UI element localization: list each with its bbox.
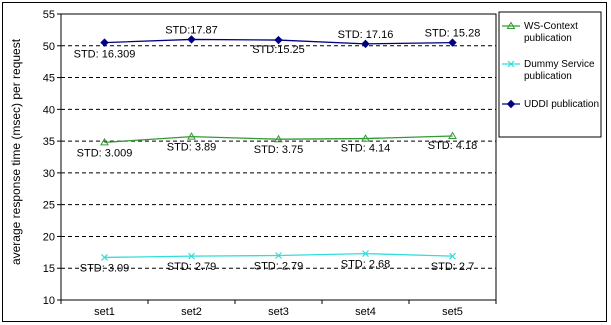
x-marker xyxy=(101,253,108,261)
legend-label: UDDI publication xyxy=(524,99,599,110)
std-annotation: STD: 2.7 xyxy=(431,261,474,273)
line-chart: 10 15 20 25 30 35 40 45 50 55 set1 set2 set3 set4 set5… xyxy=(9,9,602,318)
y-tick-label: 15 xyxy=(43,263,55,275)
x-tick-label: set3 xyxy=(268,306,289,318)
std-annotation: STD: 3.009 xyxy=(77,147,133,159)
diamond-marker xyxy=(448,38,457,47)
diamond-marker xyxy=(100,38,109,47)
y-tick-label: 45 xyxy=(43,73,55,85)
y-tick-label: 10 xyxy=(43,295,55,307)
x-marker xyxy=(507,60,515,68)
y-axis-title: average response time (msec) per request xyxy=(9,38,23,265)
x-tick-label: set4 xyxy=(355,306,376,318)
std-annotation: STD:15.25 xyxy=(252,44,305,56)
y-tick-label: 30 xyxy=(43,168,55,180)
std-annotation: STD: 4.14 xyxy=(341,143,391,155)
std-annotation: STD: 3.75 xyxy=(254,144,304,156)
std-annotation: STD: 17.16 xyxy=(338,29,394,41)
std-annotation: STD: 3.89 xyxy=(167,142,217,154)
x-marker xyxy=(188,252,195,260)
diamond-marker xyxy=(187,35,196,44)
std-annotation: STD: 4.18 xyxy=(428,140,478,152)
std-annotation: STD: 2.79 xyxy=(167,261,217,273)
std-annotation: STD: 15.28 xyxy=(425,28,481,40)
std-annotation: STD: 2.68 xyxy=(341,259,391,271)
triangle-marker xyxy=(100,137,109,146)
series-line xyxy=(104,135,453,144)
std-annotation: STD:17.87 xyxy=(165,24,218,36)
triangle-marker xyxy=(274,134,283,143)
x-marker xyxy=(362,250,369,258)
plot-area xyxy=(60,13,497,301)
y-tick-label: 40 xyxy=(43,104,55,116)
x-tick-label: set5 xyxy=(442,306,463,318)
chart-frame: 10 15 20 25 30 35 40 45 50 55 set1 set2 set3 set4 set5… xyxy=(2,2,607,322)
legend-label: WS-Context publication xyxy=(524,21,578,44)
triangle-marker xyxy=(506,21,516,29)
std-annotation: STD: 16.309 xyxy=(74,49,136,61)
x-marker xyxy=(449,252,456,260)
x-marker xyxy=(275,252,282,259)
diamond-marker xyxy=(506,99,516,109)
y-tick-label: 50 xyxy=(43,41,55,53)
std-annotation: STD: 3.09 xyxy=(80,262,130,274)
legend-box xyxy=(498,11,602,138)
y-tick-label: 35 xyxy=(43,136,55,148)
triangle-marker xyxy=(187,132,196,140)
diamond-marker xyxy=(361,39,370,49)
triangle-marker xyxy=(448,131,457,140)
x-tick-label: set1 xyxy=(94,306,115,318)
y-tick-label: 25 xyxy=(43,200,55,212)
legend-label: Dummy Service publication xyxy=(524,59,595,82)
y-tick-label: 20 xyxy=(43,231,55,243)
diamond-marker xyxy=(274,35,283,45)
x-tick-label: set2 xyxy=(181,306,202,318)
y-tick-label: 55 xyxy=(43,9,55,21)
triangle-marker xyxy=(361,134,370,142)
std-annotation: STD: 2.79 xyxy=(254,261,304,273)
